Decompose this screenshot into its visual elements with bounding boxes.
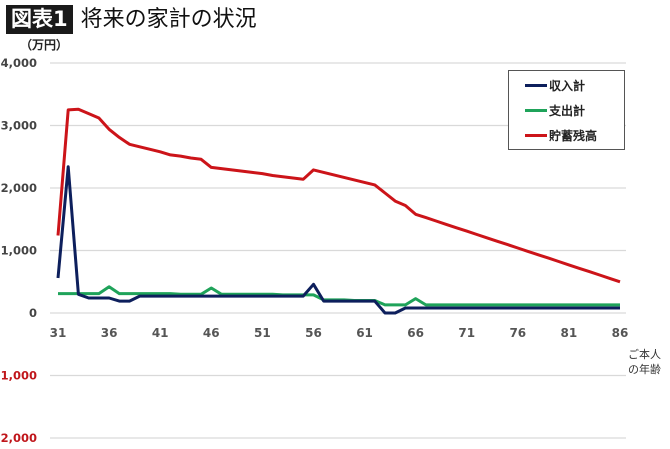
y-axis-unit: （万円）: [20, 38, 69, 52]
x-tick-label: 56: [305, 326, 322, 340]
data-lines: [56, 107, 621, 315]
series-line: [56, 165, 620, 315]
x-axis-title-line-2: の年齢: [628, 363, 661, 376]
legend-item-income: 収入計: [525, 77, 585, 94]
x-tick-label: 86: [612, 326, 629, 340]
y-tick-label: 3,000: [1, 119, 37, 133]
legend-item-expense: 支出計: [525, 102, 585, 119]
x-axis-title: ご本人 の年齢: [628, 347, 661, 377]
legend-label-income: 収入計: [549, 79, 586, 93]
x-tick-label: 66: [407, 326, 424, 340]
x-tick-label: 46: [203, 326, 220, 340]
series-line: [56, 107, 621, 284]
x-axis-labels: 31 36 41 46 51 56 61 66 71 76 81 86: [50, 326, 629, 340]
legend-label-expense: 支出計: [549, 104, 586, 118]
x-axis-title-line-1: ご本人: [628, 348, 661, 361]
figure-badge: 図表1: [6, 5, 73, 34]
legend: 収入計 支出計 貯蓄残高: [508, 70, 625, 150]
y-tick-label: -1,000: [0, 369, 37, 383]
legend-swatch-savings: [525, 134, 547, 137]
y-tick-label: 4,000: [1, 56, 37, 70]
y-tick-label: 2,000: [1, 181, 37, 195]
legend-swatch-expense: [525, 109, 547, 112]
chart-title: 将来の家計の状況: [80, 6, 257, 32]
y-tick-label: 0: [29, 306, 37, 320]
legend-swatch-income: [525, 84, 547, 87]
legend-label-savings: 貯蓄残高: [549, 129, 598, 143]
x-tick-label: 36: [101, 326, 118, 340]
x-tick-label: 41: [152, 326, 169, 340]
x-tick-label: 31: [50, 326, 67, 340]
y-axis-labels: 4,000 3,000 2,000 1,000 0 -1,000 -2,000: [0, 56, 37, 445]
chart-header: 図表1 将来の家計の状況: [6, 5, 257, 34]
x-tick-label: 76: [509, 326, 526, 340]
x-tick-label: 81: [561, 326, 578, 340]
x-tick-label: 61: [356, 326, 373, 340]
legend-item-savings: 貯蓄残高: [525, 127, 597, 144]
y-tick-label: -2,000: [0, 431, 37, 445]
x-tick-label: 51: [254, 326, 271, 340]
x-tick-label: 71: [458, 326, 475, 340]
y-tick-label: 1,000: [1, 244, 37, 258]
